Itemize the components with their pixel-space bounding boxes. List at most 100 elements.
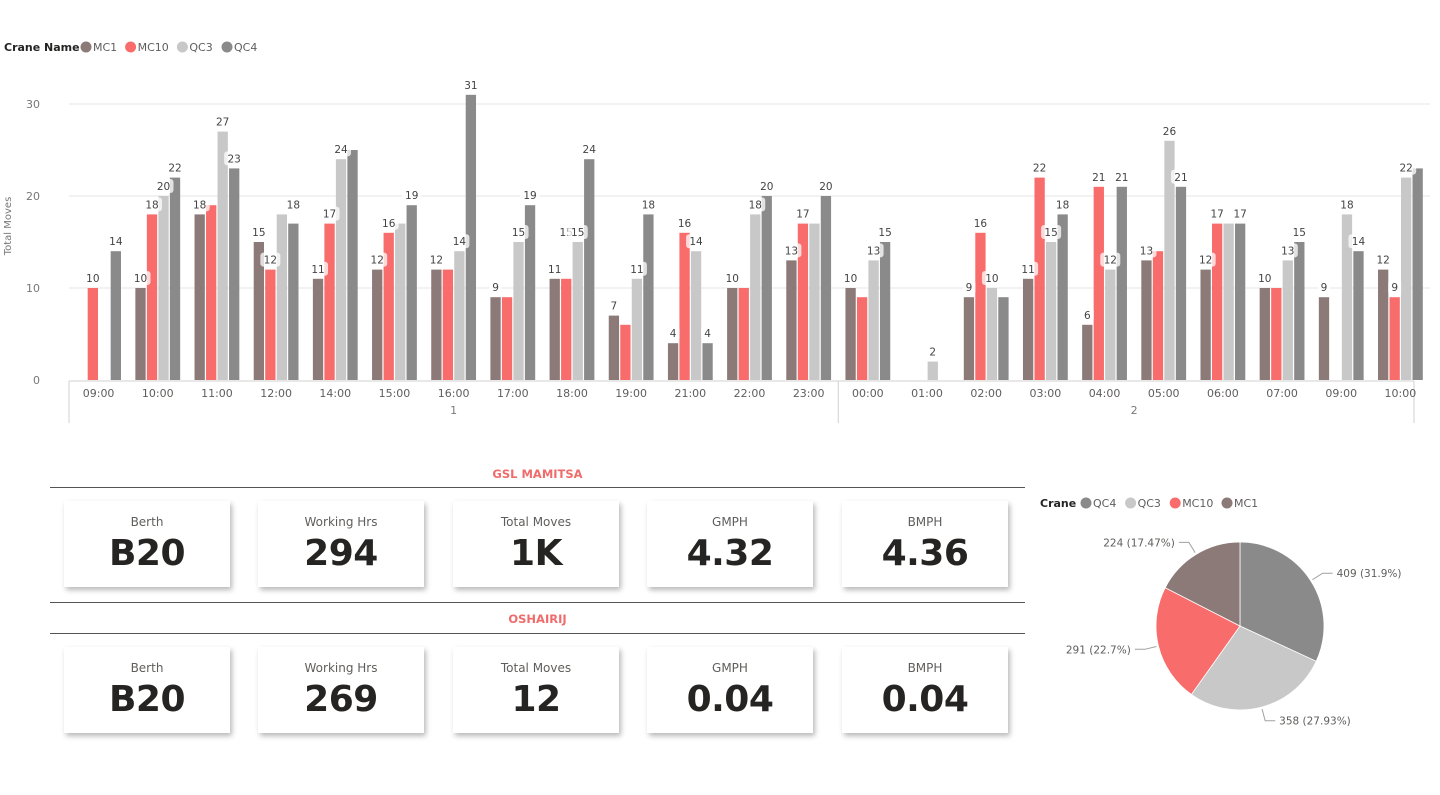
bar-mc10[interactable] [797, 223, 809, 380]
bar-mc10[interactable] [206, 205, 217, 380]
working-hrs-card[interactable]: Working Hrs 294 [258, 501, 424, 587]
bar-qc3[interactable] [750, 214, 761, 380]
bar-mc10[interactable] [856, 297, 868, 380]
bar-qc3[interactable] [631, 278, 643, 380]
pie-slice-mc1[interactable] [1164, 541, 1241, 627]
bar-mc1[interactable] [253, 242, 265, 380]
bar-mc10[interactable] [383, 232, 394, 380]
bar-qc3[interactable] [1045, 242, 1057, 380]
bar-qc3[interactable] [1164, 140, 1175, 380]
bar-mc10[interactable] [561, 278, 572, 380]
bar-mc10[interactable] [679, 232, 690, 380]
bar-qc4[interactable] [1234, 223, 1246, 380]
bar-mc1[interactable] [312, 278, 324, 380]
bar-qc3[interactable] [1341, 214, 1353, 380]
bar-qc3[interactable] [158, 196, 169, 380]
bar-mc1[interactable] [1378, 269, 1389, 380]
bar-qc4[interactable] [1294, 242, 1305, 380]
bar-mc1[interactable] [431, 269, 442, 380]
bar-mc10[interactable] [501, 297, 513, 380]
bar-qc4[interactable] [584, 159, 595, 380]
bar-qc4[interactable] [1116, 186, 1127, 380]
bar-mc10[interactable] [1093, 186, 1104, 380]
berth-card[interactable]: Berth B20 [64, 647, 230, 733]
bar-mc1[interactable] [372, 269, 383, 380]
bar-mc10[interactable] [975, 232, 986, 380]
bmph-card[interactable]: BMPH 4.36 [842, 501, 1008, 587]
bar-qc3[interactable] [1223, 223, 1234, 380]
bar-qc4[interactable] [643, 214, 654, 380]
bar-mc10[interactable] [265, 269, 276, 380]
bar-mc1[interactable] [549, 278, 560, 380]
bar-mc1[interactable] [667, 343, 679, 380]
bar-mc1[interactable] [608, 315, 620, 380]
bar-qc4[interactable] [524, 205, 536, 380]
total-moves-card[interactable]: Total Moves 12 [453, 647, 619, 733]
bar-qc4[interactable] [465, 94, 477, 381]
total-moves-card[interactable]: Total Moves 1K [453, 501, 619, 587]
pie-slice-mc10[interactable] [1155, 587, 1241, 696]
bar-qc3[interactable] [513, 242, 524, 380]
bar-mc10[interactable] [738, 288, 749, 380]
gmph-card[interactable]: GMPH 4.32 [647, 501, 813, 587]
bar-qc3[interactable] [276, 214, 288, 380]
bar-qc3[interactable] [690, 251, 702, 380]
bar-mc1[interactable] [1200, 269, 1211, 380]
bar-qc3[interactable] [217, 131, 228, 380]
bar-mc1[interactable] [845, 288, 856, 380]
bar-qc3[interactable] [1105, 269, 1116, 380]
bar-qc4[interactable] [229, 168, 240, 380]
bar-mc1[interactable] [786, 260, 797, 380]
bar-qc3[interactable] [927, 361, 938, 380]
bmph-card[interactable]: BMPH 0.04 [842, 647, 1008, 733]
bar-qc4[interactable] [406, 205, 417, 380]
bar-qc3[interactable] [395, 223, 406, 380]
bar-qc3[interactable] [335, 159, 347, 380]
bar-mc10[interactable] [1152, 251, 1164, 380]
pie-slice-qc3[interactable] [1190, 625, 1317, 711]
bar-mc1[interactable] [1022, 278, 1034, 380]
bar-qc3[interactable] [868, 260, 879, 380]
bar-mc1[interactable] [1259, 288, 1270, 380]
bar-qc3[interactable] [1401, 177, 1412, 380]
bar-qc4[interactable] [998, 297, 1009, 380]
bar-qc3[interactable] [809, 223, 820, 380]
bar-qc4[interactable] [169, 177, 181, 380]
bar-qc4[interactable] [1412, 168, 1423, 380]
bar-qc4[interactable] [1057, 214, 1068, 380]
bar-qc3[interactable] [572, 242, 583, 380]
bar-mc1[interactable] [727, 288, 738, 380]
bar-mc1[interactable] [1318, 297, 1330, 380]
bar-qc4[interactable] [820, 196, 832, 380]
bar-mc10[interactable] [324, 223, 335, 380]
bar-mc10[interactable] [442, 269, 454, 380]
bar-mc1[interactable] [1141, 260, 1152, 380]
bar-qc4[interactable] [1175, 186, 1187, 380]
bar-mc1[interactable] [490, 297, 501, 380]
bar-qc4[interactable] [288, 223, 299, 380]
bar-mc1[interactable] [963, 297, 975, 380]
bar-qc4[interactable] [1353, 251, 1364, 380]
bar-mc10[interactable] [146, 214, 158, 380]
bar-qc3[interactable] [986, 288, 998, 380]
bar-qc3[interactable] [454, 251, 465, 380]
bar-qc4[interactable] [347, 150, 358, 380]
working-hrs-card[interactable]: Working Hrs 269 [258, 647, 424, 733]
bar-mc10[interactable] [1034, 177, 1045, 380]
bar-mc10[interactable] [620, 324, 631, 380]
bar-mc10[interactable] [1389, 297, 1400, 380]
bar-qc4[interactable] [761, 196, 772, 380]
gmph-card[interactable]: GMPH 0.04 [647, 647, 813, 733]
bar-mc10[interactable] [87, 288, 98, 380]
bar-qc3[interactable] [1282, 260, 1293, 380]
bar-mc10[interactable] [1271, 288, 1282, 380]
bar-mc10[interactable] [1211, 223, 1223, 380]
bar-mc1[interactable] [1082, 324, 1093, 380]
bar-mc1[interactable] [194, 214, 205, 380]
bar-qc4[interactable] [879, 242, 891, 380]
bar-mc1[interactable] [135, 288, 146, 380]
bar-qc4[interactable] [110, 251, 121, 380]
bar-qc4[interactable] [702, 343, 713, 380]
berth-card[interactable]: Berth B20 [64, 501, 230, 587]
pie-slice-qc4[interactable] [1239, 541, 1325, 662]
